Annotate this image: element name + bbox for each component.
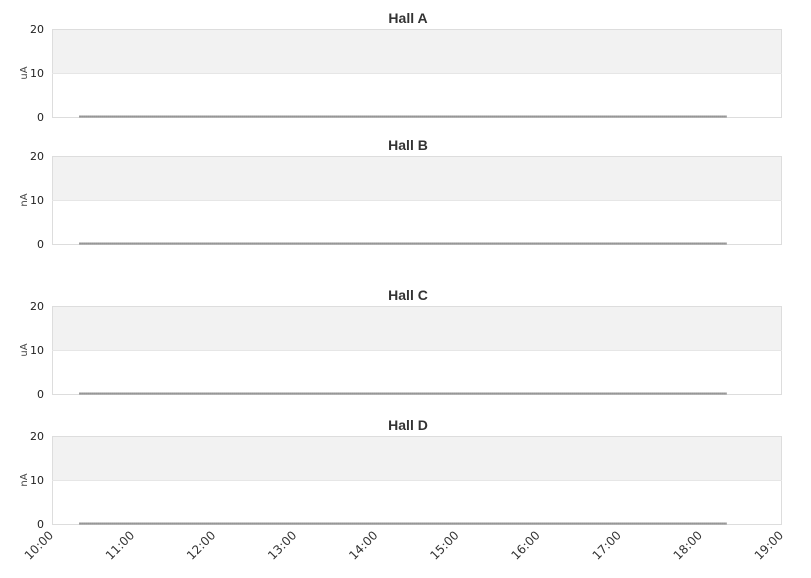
panel-hall-b: Hall B 0 10 20 nA (19, 137, 782, 251)
y-tick-label: 10 (30, 67, 44, 80)
panel-hall-d: Hall D 0 10 20 nA 10:00 11:00 12:00 13:00 14:00 15… (19, 417, 786, 563)
y-tick-label: 0 (37, 111, 44, 124)
y-axis-label: nA (19, 473, 30, 486)
y-tick-label: 0 (37, 388, 44, 401)
y-axis-label: uA (19, 66, 30, 79)
y-axis-label: nA (19, 193, 30, 206)
y-tick-label: 10 (30, 344, 44, 357)
y-tick-label: 20 (30, 300, 44, 313)
y-tick-label: 20 (30, 23, 44, 36)
x-tick-label: 14:00 (346, 528, 380, 562)
x-tick-label: 11:00 (103, 528, 137, 562)
y-tick-label: 10 (30, 194, 44, 207)
x-tick-label: 12:00 (184, 528, 218, 562)
x-tick-label: 10:00 (22, 528, 56, 562)
panel-hall-a: Hall A 0 10 20 uA (19, 10, 782, 124)
chart-title: Hall A (388, 10, 427, 26)
y-tick-label: 20 (30, 430, 44, 443)
x-tick-label: 19:00 (752, 528, 786, 562)
y-tick-label: 20 (30, 150, 44, 163)
chart-title: Hall C (388, 287, 428, 303)
x-tick-label: 17:00 (590, 528, 624, 562)
chart-title: Hall B (388, 137, 428, 153)
plot-band (52, 306, 782, 350)
panel-hall-c: Hall C 0 10 20 uA (19, 287, 782, 401)
y-tick-label: 0 (37, 238, 44, 251)
y-tick-label: 0 (37, 518, 44, 531)
y-axis-label: uA (19, 343, 30, 356)
plot-band (52, 436, 782, 480)
x-tick-label: 16:00 (508, 528, 542, 562)
chart-title: Hall D (388, 417, 428, 433)
x-tick-label: 18:00 (671, 528, 705, 562)
x-tick-label: 15:00 (427, 528, 461, 562)
plot-band (52, 29, 782, 73)
x-tick-label: 13:00 (265, 528, 299, 562)
plot-band (52, 156, 782, 200)
y-tick-label: 10 (30, 474, 44, 487)
